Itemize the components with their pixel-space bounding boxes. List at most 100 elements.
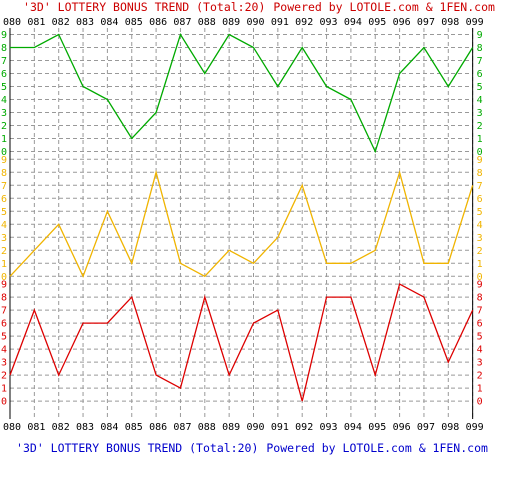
y-tick-label-right: 3 — [477, 108, 483, 119]
series-lines — [9, 32, 474, 402]
x-tick-label-top: 091 — [271, 17, 289, 28]
y-tick-label-right: 5 — [477, 332, 483, 343]
y-tick-label-left: 3 — [1, 358, 7, 369]
x-tick-label-bottom: 089 — [222, 422, 240, 433]
y-tick-label-right: 6 — [477, 69, 483, 80]
y-tick-label-left: 1 — [1, 134, 7, 145]
y-tick-label-left: 5 — [1, 332, 7, 343]
x-tick-label-bottom: 094 — [344, 422, 362, 433]
x-tick-label-bottom: 090 — [246, 422, 264, 433]
x-tick-label-bottom: 096 — [393, 422, 411, 433]
x-tick-label-bottom: 098 — [441, 422, 459, 433]
y-tick-label-right: 7 — [477, 56, 483, 67]
y-tick-label-left: 2 — [1, 246, 7, 257]
x-tick-label-bottom: 086 — [149, 422, 167, 433]
footer-powered-by: Powered by LOTOLE.com & 1FEN.com — [266, 441, 488, 455]
y-tick-label-right: 6 — [477, 194, 483, 205]
y-tick-label-left: 3 — [1, 108, 7, 119]
x-tick-label-top: 086 — [149, 17, 167, 28]
x-tick-label-bottom: 092 — [295, 422, 313, 433]
y-tick-label-left: 6 — [1, 69, 7, 80]
y-tick-label-left: 3 — [1, 233, 7, 244]
x-tick-label-top: 083 — [76, 17, 94, 28]
x-tick-label-top: 090 — [246, 17, 264, 28]
y-tick-label-right: 3 — [477, 358, 483, 369]
y-tick-label-left: 9 — [1, 280, 7, 291]
y-tick-label-right: 2 — [477, 246, 483, 257]
series-line-1 — [10, 32, 474, 154]
y-tick-label-right: 9 — [477, 30, 483, 41]
x-tick-label-top: 089 — [222, 17, 240, 28]
y-tick-label-right: 4 — [477, 345, 483, 356]
axis-ticks: 0800800810810820820830830840840850850860… — [1, 17, 484, 433]
y-tick-label-right: 5 — [477, 207, 483, 218]
x-tick-label-bottom: 083 — [76, 422, 94, 433]
x-tick-label-bottom: 081 — [27, 422, 45, 433]
y-tick-label-left: 9 — [1, 30, 7, 41]
footer-caption: '3D' LOTTERY BONUS TREND (Total:20) Power… — [16, 441, 488, 455]
y-tick-label-left: 4 — [1, 345, 7, 356]
y-tick-label-left: 0 — [1, 147, 7, 158]
y-tick-label-left: 8 — [1, 168, 7, 179]
y-tick-label-left: 4 — [1, 220, 7, 231]
x-tick-label-top: 099 — [466, 17, 484, 28]
y-tick-label-left: 5 — [1, 82, 7, 93]
y-tick-label-left: 1 — [1, 259, 7, 270]
y-tick-label-left: 8 — [1, 43, 7, 54]
x-tick-label-bottom: 084 — [100, 422, 118, 433]
y-tick-label-right: 3 — [477, 233, 483, 244]
y-tick-label-right: 6 — [477, 319, 483, 330]
y-tick-label-left: 1 — [1, 384, 7, 395]
x-tick-label-top: 096 — [393, 17, 411, 28]
x-tick-label-top: 080 — [3, 17, 21, 28]
y-tick-label-right: 8 — [477, 43, 483, 54]
y-tick-label-left: 0 — [1, 397, 7, 408]
y-tick-label-right: 7 — [477, 306, 483, 317]
x-tick-label-top: 085 — [125, 17, 143, 28]
x-tick-label-top: 093 — [320, 17, 338, 28]
y-tick-label-right: 2 — [477, 371, 483, 382]
y-tick-label-right: 8 — [477, 168, 483, 179]
x-tick-label-bottom: 091 — [271, 422, 289, 433]
x-tick-label-top: 088 — [198, 17, 216, 28]
y-tick-label-left: 2 — [1, 371, 7, 382]
x-tick-label-top: 082 — [52, 17, 70, 28]
x-tick-label-bottom: 082 — [52, 422, 70, 433]
y-tick-label-right: 0 — [477, 147, 483, 158]
y-tick-label-right: 0 — [477, 272, 483, 283]
y-tick-label-right: 7 — [477, 181, 483, 192]
y-tick-label-right: 4 — [477, 95, 483, 106]
x-tick-label-top: 095 — [368, 17, 386, 28]
y-tick-label-left: 6 — [1, 319, 7, 330]
x-tick-label-top: 097 — [417, 17, 435, 28]
grid-lines — [9, 28, 474, 419]
y-tick-label-left: 6 — [1, 194, 7, 205]
x-tick-label-top: 092 — [295, 17, 313, 28]
y-tick-label-right: 1 — [477, 134, 483, 145]
x-tick-label-bottom: 097 — [417, 422, 435, 433]
y-tick-label-left: 8 — [1, 293, 7, 304]
y-tick-label-left: 7 — [1, 306, 7, 317]
x-tick-label-bottom: 085 — [125, 422, 143, 433]
y-tick-label-left: 7 — [1, 181, 7, 192]
x-tick-label-bottom: 088 — [198, 422, 216, 433]
y-tick-label-right: 1 — [477, 259, 483, 270]
y-tick-label-right: 2 — [477, 121, 483, 132]
header-powered-by: Powered by LOTOLE.com & 1FEN.com — [273, 0, 495, 14]
y-tick-label-left: 5 — [1, 207, 7, 218]
x-tick-label-top: 081 — [27, 17, 45, 28]
y-tick-label-left: 7 — [1, 56, 7, 67]
y-tick-label-left: 4 — [1, 95, 7, 106]
x-tick-label-top: 084 — [100, 17, 118, 28]
y-tick-label-right: 5 — [477, 82, 483, 93]
y-tick-label-left: 9 — [1, 155, 7, 166]
x-tick-label-bottom: 099 — [466, 422, 484, 433]
x-tick-label-bottom: 087 — [173, 422, 191, 433]
x-tick-label-top: 087 — [173, 17, 191, 28]
y-tick-label-left: 0 — [1, 272, 7, 283]
y-tick-label-right: 0 — [477, 397, 483, 408]
series-line-2 — [9, 169, 474, 278]
header-title: '3D' LOTTERY BONUS TREND (Total:20) — [23, 0, 265, 14]
y-tick-label-right: 4 — [477, 220, 483, 231]
